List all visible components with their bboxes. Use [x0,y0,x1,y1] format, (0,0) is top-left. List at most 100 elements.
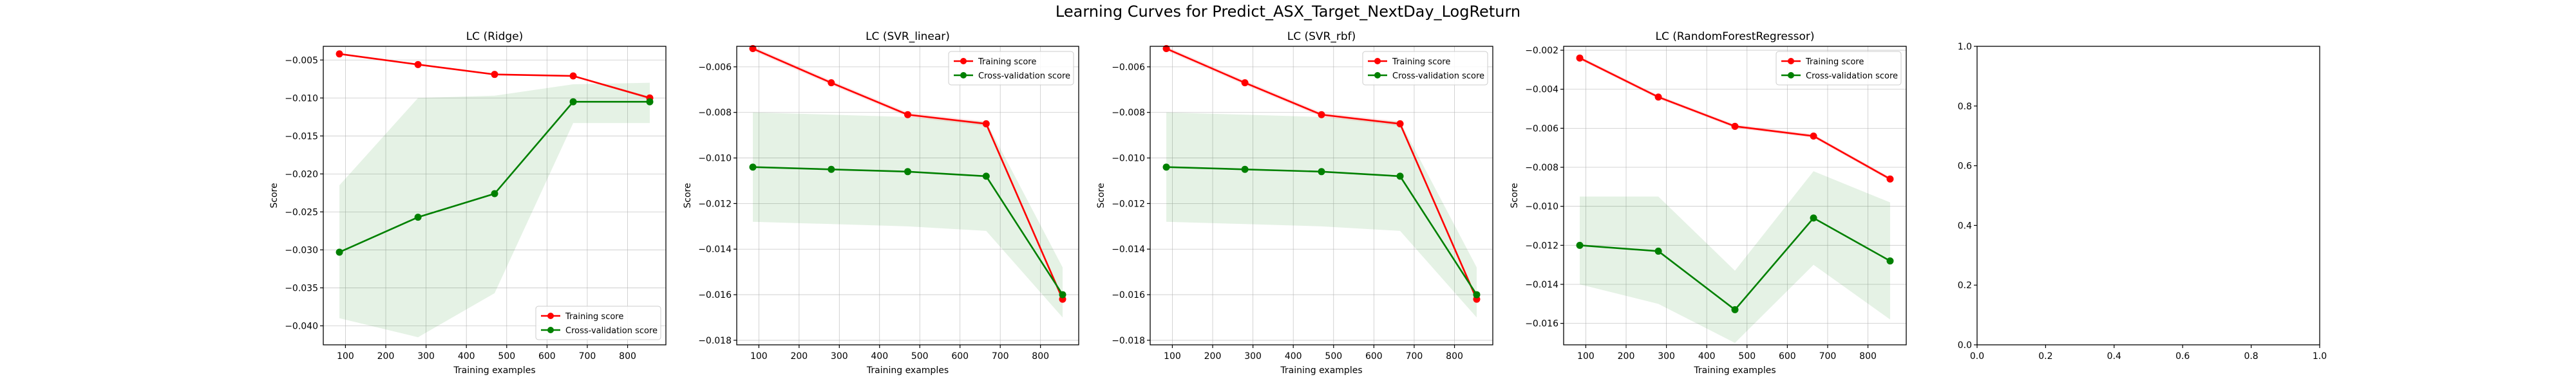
legend-label: Cross-validation score [1806,71,1898,81]
y-tick-label: −0.014 [1525,280,1558,290]
axes-frame [1150,46,1493,345]
x-tick-label: 100 [337,351,354,362]
x-tick-label: 500 [1325,351,1342,362]
y-tick-label: −0.016 [1112,290,1145,300]
axes-container: 100 200 300 400 500 600 700 800 −0.040 −0.035 −0.0… [269,30,2327,376]
data-point [982,172,990,180]
y-tick-label: −0.010 [1112,154,1145,164]
data-point [569,98,577,106]
y-tick-label: −0.025 [285,207,318,217]
data-point [1731,306,1739,313]
x-tick-label: 400 [458,351,475,362]
legend-marker [1374,58,1381,64]
y-tick-label: −0.014 [1112,244,1145,255]
chart-title: LC (RandomForestRegressor) [1655,30,1814,43]
y-tick-label: 0.2 [1958,280,1972,291]
legend: Training score Cross-validation score [948,51,1074,86]
data-point [1241,165,1249,173]
y-tick-label: −0.015 [285,131,318,142]
data-point [1576,241,1584,249]
data-point [1654,93,1662,101]
data-point [749,163,757,171]
data-point [1886,257,1894,265]
y-tick-label: −0.005 [285,55,318,66]
data-point [1810,214,1817,222]
x-tick-label: 600 [1365,351,1383,362]
x-tick-label: 800 [619,351,636,362]
y-tick-label: −0.006 [1112,62,1145,73]
legend-box [1362,51,1488,86]
data-point [1318,168,1325,176]
x-tick-label: 400 [1698,351,1716,362]
data-point [904,168,911,176]
y-axis-label: Score [269,183,279,208]
legend-marker [960,58,967,64]
legend-box [535,306,661,340]
x-tick-label: 800 [1032,351,1049,362]
legend-marker [547,313,554,319]
x-tick-label: 0.6 [2175,351,2190,362]
y-tick-label: −0.018 [1112,336,1145,346]
chart-panel-5: 0.0 0.2 0.4 0.6 0.8 1.0 0.0 0.2 0.4 0.6 0.8 1.0 [1958,42,2327,362]
plot-area [1150,46,1493,345]
x-tick-label: 700 [1819,351,1837,362]
confidence-band [1580,171,1890,343]
confidence-band [752,112,1063,318]
y-tick-label: −0.010 [1525,202,1558,212]
figure-suptitle: Learning Curves for Predict_ASX_Target_N… [1056,3,1520,21]
x-tick-label: 0.8 [2244,351,2258,362]
y-tick-label: −0.006 [1525,124,1558,134]
y-tick-label: −0.002 [1525,46,1558,56]
x-tick-label: 400 [871,351,888,362]
x-tick-label: 600 [951,351,969,362]
data-point [414,60,422,68]
confidence-band [339,82,650,338]
y-tick-label: −0.018 [698,336,732,346]
data-point [1810,133,1817,140]
y-tick-label: 0.4 [1958,221,1972,231]
y-tick-label: −0.012 [1112,199,1145,209]
data-point [1162,45,1170,53]
y-tick-label: 1.0 [1958,42,1972,52]
chart-title: LC (SVR_linear) [866,30,950,43]
y-tick-label: −0.008 [1112,108,1145,118]
data-point [1059,291,1066,299]
y-tick-label: −0.016 [698,290,732,300]
chart-panel-2: 100 200 300 400 500 600 700 800 −0.018 −0.016 −0.0… [683,30,1079,376]
x-tick-label: 100 [1577,351,1595,362]
x-tick-label: 500 [498,351,515,362]
y-tick-label: 0.8 [1958,102,1972,112]
legend: Training score Cross-validation score [1362,51,1488,86]
x-tick-label: 800 [1446,351,1463,362]
y-tick-label: −0.010 [698,154,732,164]
plot-area [1977,46,2320,345]
legend-label: Cross-validation score [1392,71,1484,81]
data-point [982,120,990,127]
plot-area [737,46,1079,345]
y-tick-label: −0.014 [698,244,732,255]
axes-frame [323,46,667,345]
y-axis-label: Score [683,183,693,208]
data-point [1731,122,1739,130]
x-tick-label: 200 [1204,351,1222,362]
data-point [336,248,343,256]
y-axis-label: Score [1096,183,1106,208]
x-tick-label: 800 [1859,351,1877,362]
y-axis-label: Score [1510,183,1520,208]
axes-frame [736,46,1079,345]
legend-label: Cross-validation score [565,326,658,336]
legend-box [948,51,1074,86]
x-tick-label: 500 [1738,351,1756,362]
x-tick-label: 1.0 [2313,351,2327,362]
legend: Training score Cross-validation score [1776,51,1902,86]
legend: Training score Cross-validation score [535,306,661,340]
plot-area [1564,46,1906,345]
x-tick-label: 700 [992,351,1009,362]
x-tick-label: 300 [831,351,848,362]
y-tick-label: 0.6 [1958,161,1972,172]
y-tick-label: −0.035 [285,283,318,293]
legend-box [1776,51,1902,86]
x-axis-label: Training examples [1693,365,1776,376]
chart-panel-1: 100 200 300 400 500 600 700 800 −0.040 −0.035 −0.0… [269,30,667,376]
data-point [569,72,577,80]
